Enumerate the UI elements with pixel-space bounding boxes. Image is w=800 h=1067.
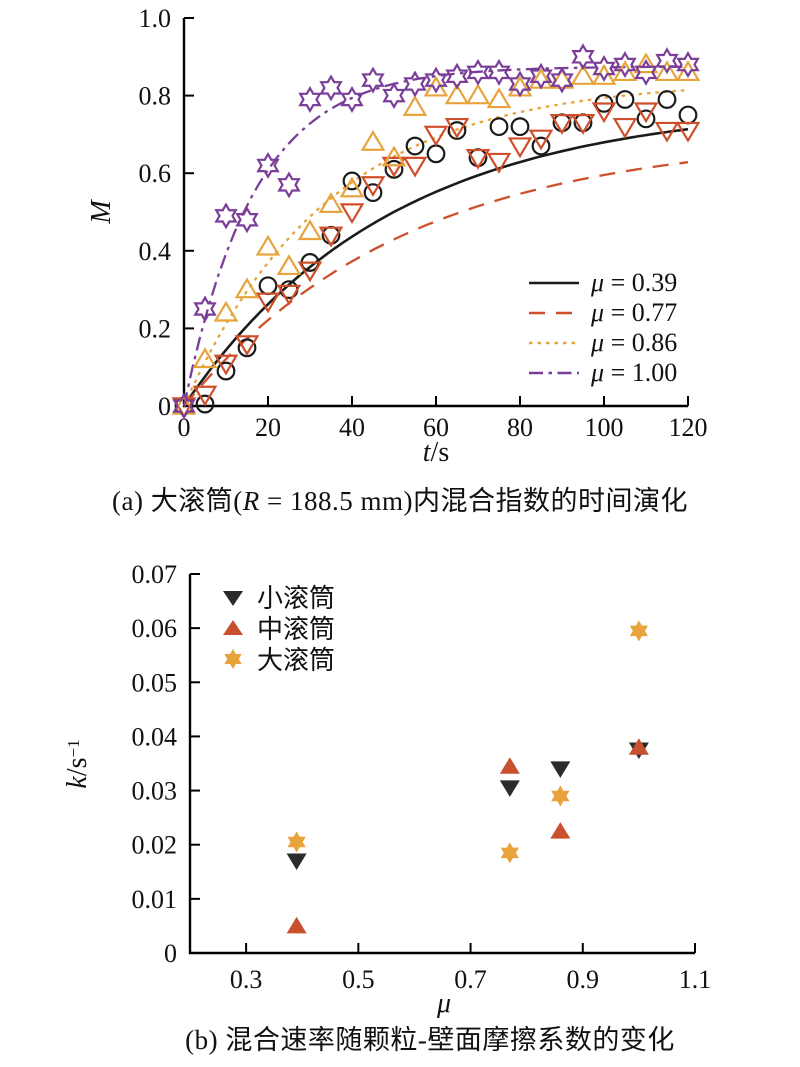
caption-chart-b: (b) 混合速率随颗粒-壁面摩擦系数的变化	[185, 1025, 675, 1055]
y-tick-label: 0.04	[132, 722, 178, 751]
solid-line-sample-icon	[529, 281, 579, 285]
series-mu-0.39-points	[174, 90, 698, 416]
series-mu-1.00-points	[172, 43, 700, 420]
legend-label: 小滚筒	[257, 584, 336, 613]
legend-label: μ = 1.00	[591, 358, 678, 387]
y-tick-label: 0	[158, 392, 171, 421]
y-tick-label: 0.4	[139, 237, 172, 266]
y-tick-label: 0.07	[132, 560, 178, 589]
x-tick-label: 1.1	[679, 965, 712, 994]
series-large-drum-points	[287, 620, 648, 864]
series-small-drum-points	[286, 742, 649, 870]
dotted-line-sample-icon	[529, 341, 579, 345]
chart-b: 0.3 0.5 0.7 0.9 1.1 0 0.01 0.02 0.03 0.04 0.05 0.06…	[132, 560, 712, 994]
x-tick-label: 40	[339, 413, 365, 442]
series-medium-drum-points	[286, 738, 649, 934]
y-tick-label: 0.06	[132, 614, 178, 643]
legend-item-large-drum: 大滚筒	[221, 643, 336, 675]
triangle-up-icon	[223, 619, 243, 635]
legend-label: μ = 0.86	[591, 328, 678, 357]
fit-curve-mu-0.39	[182, 127, 689, 407]
x-tick-label: 120	[669, 413, 708, 442]
chart-b-y-axis-label-exponent: −1	[64, 739, 83, 758]
y-tick-label: 0.2	[139, 314, 172, 343]
series-mu-0.77-points	[171, 102, 701, 419]
x-tick-label: 60	[423, 413, 449, 442]
fit-curve-mu-0.77	[183, 161, 689, 407]
star-icon	[224, 648, 242, 669]
chart-b-legend: 小滚筒 中滚筒 大滚筒	[221, 581, 336, 675]
triangle-down-icon	[223, 590, 243, 606]
legend-item-mu-1.00: μ = 1.00	[527, 358, 677, 388]
chart-b-y-axis-label-var: k	[62, 776, 93, 789]
x-tick-label: 0	[178, 413, 191, 442]
legend-label: 大滚筒	[257, 646, 336, 675]
legend-label: μ = 0.39	[591, 268, 678, 297]
chart-b-axes: 0.3 0.5 0.7 0.9 1.1 0 0.01 0.02 0.03 0.04 0.05 0.06…	[132, 560, 712, 994]
legend-item-mu-0.39: μ = 0.39	[527, 268, 677, 298]
legend-item-mu-0.86: μ = 0.86	[527, 328, 677, 358]
chart-a-x-axis-label-var: t	[422, 437, 431, 468]
legend-item-small-drum: 小滚筒	[221, 581, 336, 613]
x-tick-label: 0.9	[567, 965, 600, 994]
chart-b-y-axis-label: k/s−1	[62, 716, 94, 812]
long-dash-line-sample-icon	[529, 311, 579, 315]
x-tick-label: 80	[507, 413, 533, 442]
chart-b-x-axis-label: μ	[436, 988, 452, 1019]
chart-b-y-axis-label-unit: /s	[62, 757, 93, 777]
chart-a-legend: μ = 0.39 μ = 0.77 μ = 0.86 μ = 1.00	[527, 268, 677, 388]
y-tick-label: 0.01	[132, 885, 178, 914]
legend-item-mu-0.77: μ = 0.77	[527, 298, 677, 328]
y-tick-label: 0.6	[139, 159, 172, 188]
x-tick-label: 0.7	[454, 965, 487, 994]
legend-item-medium-drum: 中滚筒	[221, 612, 336, 644]
chart-a-x-axis-label: t/s	[396, 437, 476, 469]
chart-a: 0 20 40 60 80 100 120 0 0.2 0.4 0.6 0.8 1.0	[139, 4, 708, 442]
y-tick-label: 0.8	[139, 82, 172, 111]
caption-chart-a: (a) 大滚筒(R = 188.5 mm)内混合指数的时间演化	[112, 486, 688, 516]
y-tick-label: 0.05	[132, 668, 178, 697]
x-tick-label: 0.5	[342, 965, 375, 994]
y-tick-label: 0.02	[132, 831, 178, 860]
legend-label: 中滚筒	[257, 615, 336, 644]
chart-a-y-axis-label: M	[86, 200, 117, 224]
y-tick-label: 1.0	[139, 4, 172, 33]
x-tick-label: 0.3	[230, 965, 263, 994]
chart-a-x-axis-label-unit: /s	[430, 437, 450, 468]
dash-dot-line-sample-icon	[529, 371, 579, 375]
x-tick-label: 20	[255, 413, 281, 442]
legend-label: μ = 0.77	[591, 298, 678, 327]
y-tick-label: 0	[164, 939, 177, 968]
chart-a-axes: 0 20 40 60 80 100 120 0 0.2 0.4 0.6 0.8 1.0	[139, 4, 708, 442]
y-tick-label: 0.03	[132, 777, 178, 806]
x-tick-label: 100	[585, 413, 624, 442]
